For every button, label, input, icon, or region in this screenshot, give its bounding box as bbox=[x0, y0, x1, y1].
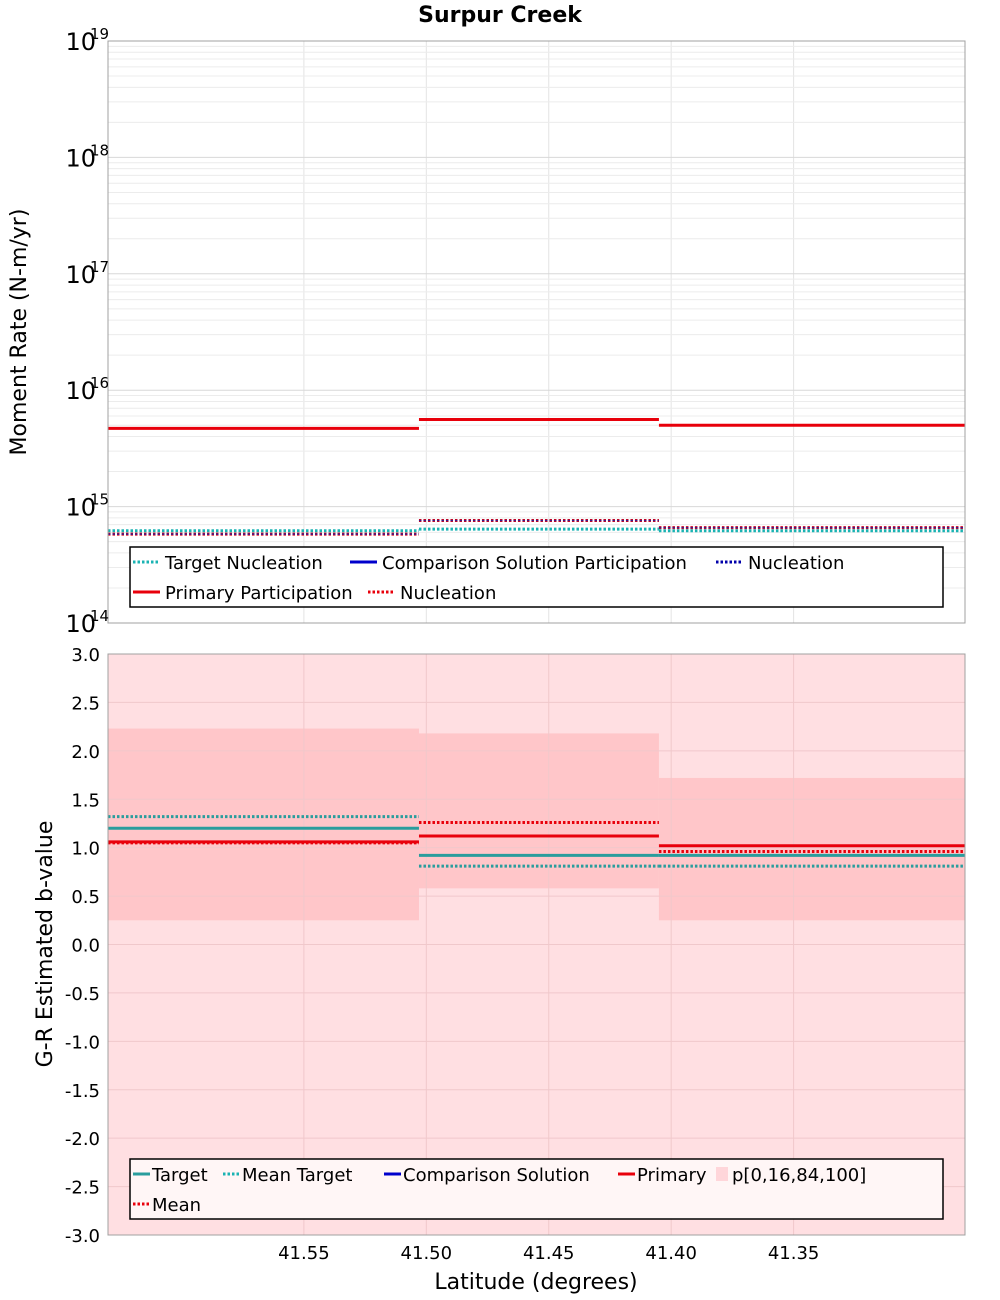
bottom-series-group bbox=[108, 815, 965, 868]
top-y-tick-label: 10 bbox=[65, 261, 96, 289]
bottom-y-tick-label: 1.0 bbox=[71, 839, 100, 860]
inner-percentile-band bbox=[108, 728, 419, 921]
top-y-tick-exponent: 17 bbox=[90, 258, 109, 276]
bottom-legend-box bbox=[129, 1158, 944, 1220]
top-y-axis-label: Moment Rate (N-m/yr) bbox=[7, 209, 32, 456]
bottom-y-tick-label: -0.5 bbox=[65, 984, 100, 1005]
bottom-legend-swatch bbox=[716, 1167, 728, 1181]
top-y-tick-exponent: 18 bbox=[90, 141, 109, 159]
bottom-y-tick-label: -3.0 bbox=[65, 1226, 100, 1247]
bottom-y-tick-label: 0.0 bbox=[71, 936, 100, 957]
bottom-legend-label: Target bbox=[151, 1165, 208, 1186]
bottom-legend-label: Mean Target bbox=[242, 1165, 352, 1186]
chart-title: Surpur Creek bbox=[418, 3, 583, 28]
top-legend-label: Primary Participation bbox=[165, 583, 353, 604]
bottom-y-tick-label: -2.5 bbox=[65, 1178, 100, 1199]
x-tick-label: 41.35 bbox=[768, 1243, 820, 1264]
bottom-y-tick-label: 2.5 bbox=[71, 693, 100, 714]
bottom-y-tick-label: -1.5 bbox=[65, 1081, 100, 1102]
top-plot-background bbox=[108, 41, 965, 623]
top-legend-label: Nucleation bbox=[748, 553, 844, 574]
bottom-y-tick-label: -1.0 bbox=[65, 1032, 100, 1053]
bottom-legend-label: Primary bbox=[637, 1165, 707, 1186]
top-legend-label: Comparison Solution Participation bbox=[382, 553, 687, 574]
x-axis-label: Latitude (degrees) bbox=[434, 1270, 637, 1295]
bottom-y-tick-label: 2.0 bbox=[71, 742, 100, 763]
bottom-plot-frame bbox=[107, 653, 966, 1236]
bottom-legend-label: Mean bbox=[152, 1195, 201, 1216]
top-y-tick-exponent: 16 bbox=[90, 374, 109, 392]
top-legend-label: Nucleation bbox=[400, 583, 496, 604]
top-y-tick-label: 10 bbox=[65, 28, 96, 56]
inner-percentile-band bbox=[418, 733, 659, 889]
bottom-x-ticks: 41.55 41.50 41.45 41.40 41.35 bbox=[278, 1243, 819, 1264]
bottom-legend-label: p[0,16,84,100] bbox=[732, 1165, 866, 1186]
bottom-y-tick-label: 1.5 bbox=[71, 790, 100, 811]
top-y-tick-label: 10 bbox=[65, 494, 96, 522]
top-plot-frame bbox=[107, 40, 966, 624]
top-legend-box bbox=[129, 546, 944, 608]
top-y-tick-exponent: 19 bbox=[90, 25, 109, 43]
bottom-y-tick-label: 0.5 bbox=[71, 887, 100, 908]
top-legend-label: Target Nucleation bbox=[164, 553, 323, 574]
bottom-y-tick-label: 3.0 bbox=[71, 645, 100, 666]
bottom-y-ticks: 3.0 2.5 2.0 1.5 1.0 0.5 0.0 -0.5 -1.0 -1.5 -2.0 -2.… bbox=[65, 645, 100, 1247]
top-legend: Target Nucleation Comparison Solution Par… bbox=[129, 546, 944, 608]
x-tick-label: 41.55 bbox=[278, 1243, 330, 1264]
top-series-group bbox=[108, 418, 965, 536]
bottom-legend: Target Mean Target Comparison Solution Prim… bbox=[129, 1158, 944, 1220]
top-y-tick-label: 10 bbox=[65, 377, 96, 405]
x-tick-label: 41.50 bbox=[401, 1243, 453, 1264]
b-value-panel: 3.0 2.5 2.0 1.5 1.0 0.5 0.0 -0.5 -1.0 -1.5 -2.0 -2.… bbox=[33, 645, 966, 1295]
top-y-tick-exponent: 14 bbox=[90, 607, 109, 625]
x-tick-label: 41.40 bbox=[645, 1243, 697, 1264]
top-y-tick-label: 10 bbox=[65, 610, 96, 638]
top-y-tick-exponent: 15 bbox=[90, 491, 109, 509]
bottom-y-tick-label: -2.0 bbox=[65, 1129, 100, 1150]
top-y-tick-label: 10 bbox=[65, 144, 96, 172]
bottom-y-axis-label: G-R Estimated b-value bbox=[33, 821, 58, 1068]
x-tick-label: 41.45 bbox=[523, 1243, 575, 1264]
bottom-legend-label: Comparison Solution bbox=[403, 1165, 590, 1186]
